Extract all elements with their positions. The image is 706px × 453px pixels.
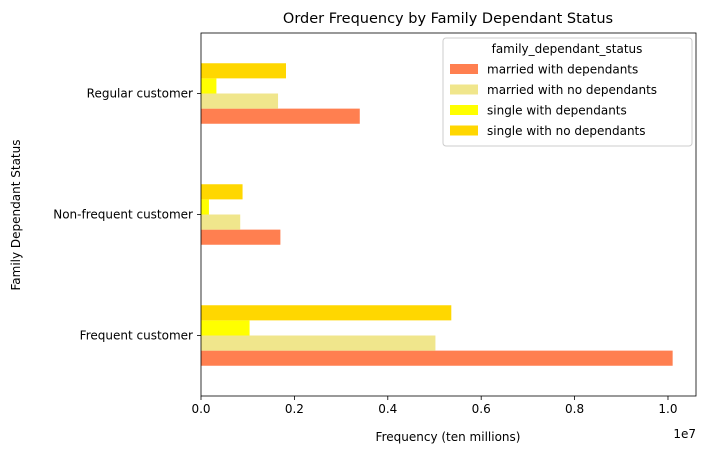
bar-2-3 [201,63,286,79]
legend-label: married with no dependants [487,83,657,97]
legend-label: single with no dependants [487,124,646,138]
y-tick-label: Regular customer [87,87,193,101]
bar-0-2 [201,320,250,336]
bar-2-1 [201,93,279,109]
x-tick-label: 0.0 [191,402,210,416]
bar-0-3 [201,305,452,321]
bar-0-0 [201,350,673,366]
bar-1-0 [201,229,281,245]
legend-items: married with dependants married with no d… [450,63,657,138]
chart-title: Order Frequency by Family Dependant Stat… [283,11,613,27]
legend-label: married with dependants [487,63,638,77]
legend-swatch [450,84,478,95]
x-tick-label: 0.6 [472,402,491,416]
x-axis-ticks: 0.0 0.2 0.4 0.6 0.8 1.0 [191,396,678,416]
bar-1-1 [201,214,241,230]
x-tick-label: 0.2 [285,402,304,416]
y-tick-label: Frequent customer [80,329,193,343]
bar-1-2 [201,199,209,215]
x-tick-label: 0.8 [565,402,584,416]
legend-swatch [450,64,478,74]
y-axis-ticks: Frequent customer Non-frequent customer Re… [53,87,201,343]
x-axis-label: Frequency (ten millions) [376,430,521,444]
bars [201,63,673,366]
bar-2-0 [201,108,360,124]
legend-label: single with dependants [487,104,627,118]
legend-title: family_dependant_status [492,42,643,56]
bar-2-2 [201,78,217,94]
legend-swatch [450,125,478,136]
bar-0-1 [201,335,436,351]
legend: family_dependant_status married with dep… [442,37,693,147]
x-axis-offset-text: 1e7 [673,427,696,441]
y-axis-label: Family Dependant Status [9,140,23,291]
x-tick-label: 1.0 [658,402,677,416]
legend-box [442,37,693,147]
x-tick-label: 0.4 [378,402,397,416]
y-tick-label: Non-frequent customer [53,208,193,222]
bar-1-3 [201,184,243,200]
legend-swatch [450,105,478,115]
